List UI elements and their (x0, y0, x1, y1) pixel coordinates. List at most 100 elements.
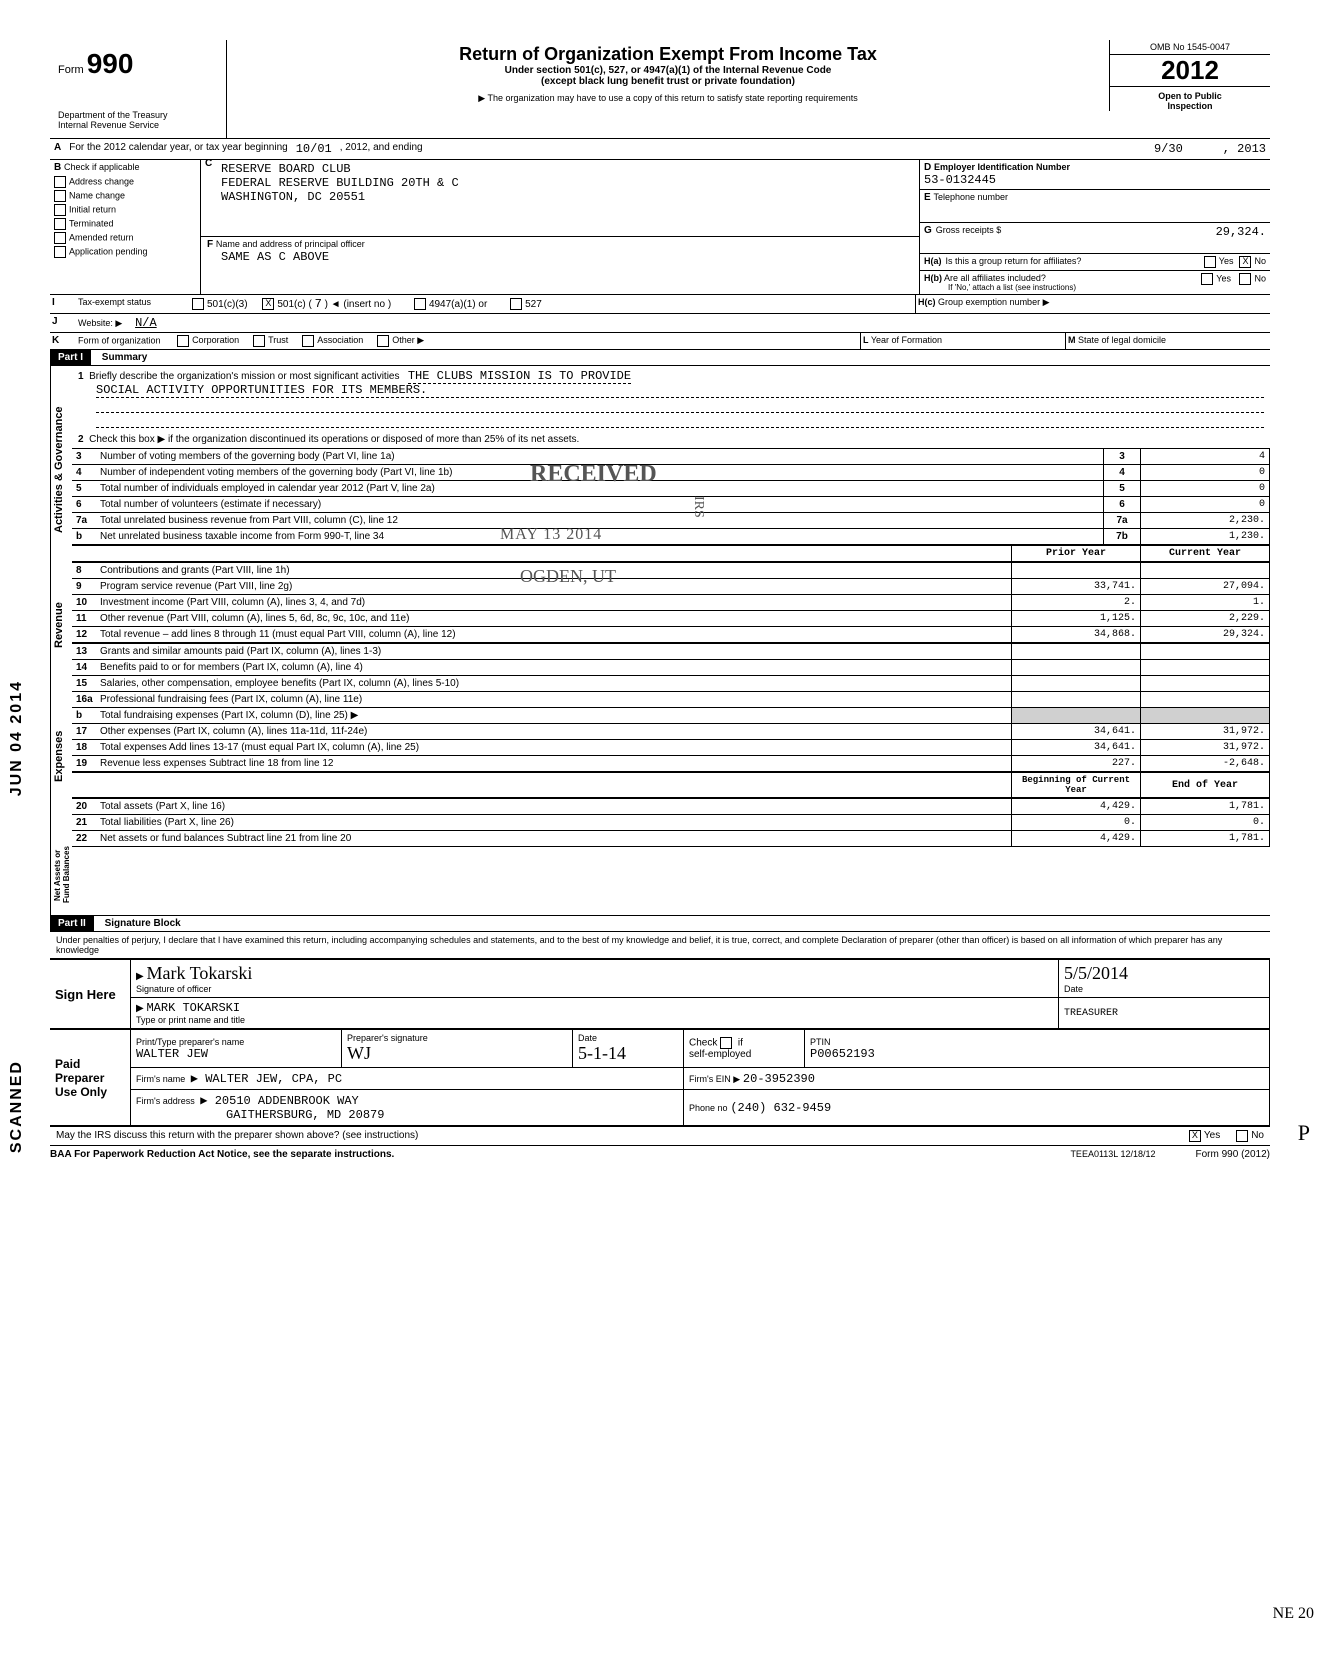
state-domicile: State of legal domicile (1078, 335, 1166, 345)
net-table: 20Total assets (Part X, line 16)4,429.1,… (72, 798, 1270, 847)
firm-ein-lbl: Firm's EIN ▶ (689, 1074, 740, 1084)
form-org-label: Form of organization (78, 335, 161, 345)
k-check[interactable] (302, 335, 314, 347)
row-k: K Form of organization CorporationTrustA… (50, 333, 1270, 350)
opt-501c-tail: ) ◄ (insert no ) (325, 299, 392, 310)
fin-row: bTotal fundraising expenses (Part IX, co… (72, 708, 1270, 724)
ha-no: No (1254, 256, 1266, 268)
ein-value: 53-0132445 (924, 173, 1266, 187)
hb-label: H(b) (924, 273, 942, 283)
form-number: Form 990 (58, 48, 218, 80)
end-month: 9/30 (1154, 142, 1183, 156)
hb-no-check[interactable] (1239, 273, 1251, 285)
firm-addr2: GAITHERSBURG, MD 20879 (226, 1108, 384, 1122)
omb-number: OMB No 1545-0047 (1110, 40, 1270, 55)
firm-addr1: ▶ 20510 ADDENBROOK WAY (200, 1094, 358, 1108)
line1-val: THE CLUBS MISSION IS TO PROVIDE (408, 369, 631, 384)
k-check[interactable] (253, 335, 265, 347)
check-item: Address change (50, 175, 200, 189)
k-check[interactable] (377, 335, 389, 347)
ha-yes: Yes (1219, 256, 1234, 268)
fin-row: 10Investment income (Part VIII, column (… (72, 595, 1270, 611)
part1-body: Activities & Governance Revenue Expenses… (50, 366, 1270, 915)
col-end: End of Year (1141, 773, 1270, 798)
form-id-col: Form 990 Department of the Treasury Inte… (50, 40, 227, 138)
501c-num: 7 (315, 297, 322, 311)
label-j: J (52, 316, 58, 327)
discuss-row: May the IRS discuss this return with the… (50, 1126, 1270, 1146)
label-m: M (1068, 335, 1076, 345)
end-year: , 2013 (1223, 142, 1266, 156)
part1-hdr: Part I (50, 350, 91, 365)
checkbox[interactable] (54, 232, 66, 244)
subtitle2: (except black lung benefit trust or priv… (235, 76, 1101, 87)
g-value: 29,324. (1216, 225, 1266, 239)
officer-title: TREASURER (1059, 998, 1270, 1029)
col-prior: Prior Year (1012, 546, 1141, 562)
perjury-text: Under penalties of perjury, I declare th… (50, 932, 1270, 959)
check-item: Initial return (50, 203, 200, 217)
exp-table: 13Grants and similar amounts paid (Part … (72, 643, 1270, 772)
check-label: Amended return (69, 233, 134, 243)
footer-code: TEEA0113L 12/18/12 (1070, 1149, 1155, 1160)
check-item: Terminated (50, 217, 200, 231)
fin-row: 20Total assets (Part X, line 16)4,429.1,… (72, 799, 1270, 815)
label-l: L (863, 335, 869, 345)
title-col: Return of Organization Exempt From Incom… (227, 40, 1109, 108)
stamp-p: P (1298, 1120, 1310, 1146)
col-begin: Beginning of Current Year (1012, 773, 1141, 798)
checkbox[interactable] (54, 176, 66, 188)
irs-label: Internal Revenue Service (58, 120, 218, 130)
part2-hdr: Part II (50, 916, 94, 931)
check-item: Application pending (50, 245, 200, 259)
discuss-no-check[interactable] (1236, 1130, 1248, 1142)
4947-check[interactable] (414, 298, 426, 310)
label-c: C (205, 158, 212, 169)
form-number-big: 990 (87, 48, 134, 79)
ptin-lbl: PTIN (810, 1037, 1264, 1047)
ha-no-check[interactable]: X (1239, 256, 1251, 268)
527-check[interactable] (510, 298, 522, 310)
fin-row: 21Total liabilities (Part X, line 26)0.0… (72, 815, 1270, 831)
footer-baa: BAA For Paperwork Reduction Act Notice, … (50, 1149, 394, 1160)
col-b: B Check if applicable Address changeName… (50, 160, 201, 294)
line1-blank1 (96, 398, 1264, 413)
website-value: N/A (135, 316, 157, 330)
checkbox[interactable] (54, 246, 66, 258)
k-check[interactable] (177, 335, 189, 347)
fin-row: 9Program service revenue (Part VIII, lin… (72, 579, 1270, 595)
paid-preparer-hdr: Paid Preparer Use Only (50, 1030, 131, 1126)
stamp-scanned: SCANNED (8, 1060, 26, 1153)
fin-row: 16aProfessional fundraising fees (Part I… (72, 692, 1270, 708)
ha-yes-check[interactable] (1204, 256, 1216, 268)
prep-sig-lbl: Preparer's signature (347, 1033, 567, 1043)
prep-name: WALTER JEW (136, 1047, 208, 1061)
reporting-note: ▶ The organization may have to use a cop… (235, 93, 1101, 104)
check-label: Application pending (69, 247, 148, 257)
line2: 2 Check this box ▶ if the organization d… (72, 431, 1270, 448)
if-lbl: if (738, 1038, 743, 1049)
vert-exp: Expenses (50, 677, 72, 835)
self-emp-check[interactable] (720, 1037, 732, 1049)
checkbox[interactable] (54, 218, 66, 230)
discuss-yes-check[interactable]: X (1189, 1130, 1201, 1142)
f-value: SAME AS C ABOVE (221, 250, 913, 264)
prep-name-lbl: Print/Type preparer's name (136, 1037, 336, 1047)
checkbox[interactable] (54, 204, 66, 216)
typed-name-sub: Type or print name and title (136, 1015, 1053, 1025)
k-option: Trust (253, 335, 288, 345)
sign-date-val: 5/5/2014 (1064, 963, 1128, 983)
line1-num: 1 (78, 371, 84, 382)
check-lbl: Check (689, 1038, 717, 1049)
firm-addr-lbl: Firm's address (136, 1096, 195, 1106)
col-current: Current Year (1141, 546, 1270, 562)
fin-row: 18Total expenses Add lines 13-17 (must e… (72, 740, 1270, 756)
checkbox[interactable] (54, 190, 66, 202)
mid-text: , 2012, and ending (340, 142, 423, 156)
preparer-table: Paid Preparer Use Only Print/Type prepar… (50, 1029, 1270, 1126)
hb-yes-check[interactable] (1201, 273, 1213, 285)
501c3-check[interactable] (192, 298, 204, 310)
501c-check[interactable]: X (262, 298, 274, 310)
prep-date: 5-1-14 (578, 1043, 626, 1063)
opt-527: 527 (525, 299, 542, 310)
